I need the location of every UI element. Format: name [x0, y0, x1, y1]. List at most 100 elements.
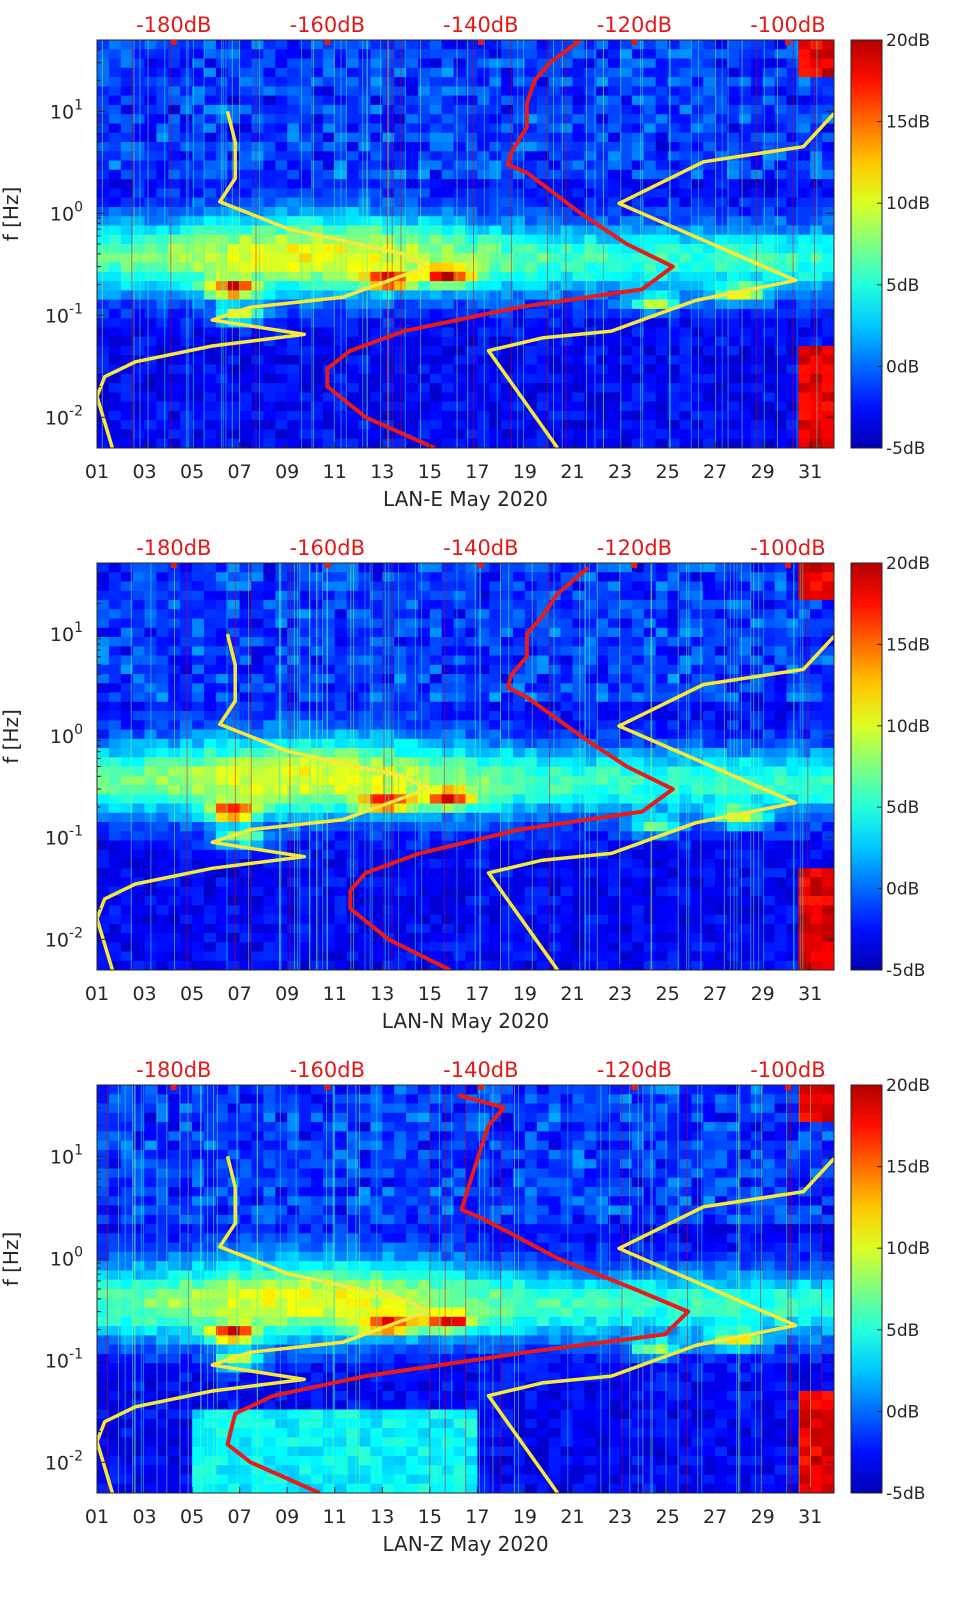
y-tick-label: 100	[50, 199, 83, 225]
x-tick-label: 03	[132, 461, 156, 483]
x-tick-label: 05	[180, 983, 204, 1005]
x-tick-label: 21	[560, 1506, 584, 1528]
colorbar-label: -5dB	[886, 1484, 925, 1504]
colorbar-label: 5dB	[886, 1321, 919, 1341]
x-tick-label: 13	[370, 1506, 394, 1528]
y-axis-title: f [Hz]	[0, 187, 23, 242]
x-tick-label: 05	[180, 461, 204, 483]
x-tick-label: 03	[132, 983, 156, 1005]
x-tick-label: 31	[798, 983, 822, 1005]
y-tick-label: 10-1	[45, 824, 83, 850]
top-axis-label: -100dB	[750, 536, 825, 560]
x-axis-title: LAN-E May 2020	[383, 487, 548, 511]
x-tick-label: 19	[513, 461, 537, 483]
y-axis-title: f [Hz]	[0, 709, 23, 764]
x-tick-label: 15	[418, 983, 442, 1005]
colorbar-label: 0dB	[886, 1402, 919, 1422]
x-tick-label: 29	[751, 983, 775, 1005]
x-tick-label: 01	[85, 1506, 109, 1528]
heatmap-image	[97, 40, 835, 449]
y-tick-label: 100	[50, 1244, 83, 1270]
colorbar	[851, 40, 882, 448]
top-axis-tick	[171, 1085, 177, 1090]
y-tick-label: 10-1	[45, 1346, 83, 1372]
top-axis-tick	[478, 40, 484, 45]
x-tick-label: 09	[275, 1506, 299, 1528]
top-axis-label: -160dB	[290, 1058, 365, 1082]
x-tick-label: 11	[323, 461, 347, 483]
x-tick-label: 25	[655, 1506, 679, 1528]
x-tick-label: 11	[323, 983, 347, 1005]
top-axis-label: -140dB	[443, 13, 518, 37]
colorbar-label: 5dB	[886, 276, 919, 296]
x-tick-label: 23	[608, 983, 632, 1005]
colorbar-label: 10dB	[886, 717, 930, 737]
heatmap-image	[97, 563, 835, 971]
top-axis-tick	[631, 1085, 637, 1090]
x-tick-label: 25	[655, 461, 679, 483]
x-tick-label: 01	[85, 461, 109, 483]
x-tick-label: 21	[560, 983, 584, 1005]
top-axis-label: -100dB	[750, 1058, 825, 1082]
top-axis-tick	[171, 563, 177, 568]
colorbar	[851, 1085, 882, 1493]
top-axis-label: -140dB	[443, 1058, 518, 1082]
x-tick-label: 07	[228, 1506, 252, 1528]
x-tick-label: 13	[370, 461, 394, 483]
x-tick-label: 09	[275, 983, 299, 1005]
x-tick-label: 31	[798, 461, 822, 483]
x-axis-title: LAN-Z May 2020	[382, 1532, 548, 1556]
colorbar-label: 20dB	[886, 554, 930, 574]
colorbar-label: 15dB	[886, 113, 930, 133]
top-axis-label: -120dB	[597, 536, 672, 560]
top-axis-tick	[478, 1085, 484, 1090]
top-axis-tick	[631, 563, 637, 568]
x-tick-label: 13	[370, 983, 394, 1005]
top-axis-label: -120dB	[597, 13, 672, 37]
y-tick-label: 101	[50, 97, 83, 123]
x-tick-label: 11	[323, 1506, 347, 1528]
top-axis-tick	[324, 563, 330, 568]
x-tick-label: 29	[751, 461, 775, 483]
colorbar-label: 15dB	[886, 1158, 930, 1178]
top-axis-label: -180dB	[136, 13, 211, 37]
top-axis-tick	[171, 40, 177, 45]
x-tick-label: 09	[275, 461, 299, 483]
colorbar-label: 0dB	[886, 880, 919, 900]
top-axis-tick	[631, 40, 637, 45]
top-axis-label: -160dB	[290, 13, 365, 37]
x-tick-label: 05	[180, 1506, 204, 1528]
y-tick-label: 101	[50, 1142, 83, 1168]
x-tick-label: 23	[608, 1506, 632, 1528]
x-tick-label: 17	[465, 461, 489, 483]
x-tick-label: 15	[418, 1506, 442, 1528]
y-tick-label: 100	[50, 722, 83, 748]
colorbar-label: 5dB	[886, 798, 919, 818]
x-tick-label: 17	[465, 983, 489, 1005]
top-axis-label: -100dB	[750, 13, 825, 37]
colorbar-label: 0dB	[886, 357, 919, 377]
x-tick-label: 17	[465, 1506, 489, 1528]
colorbar-label: -5dB	[886, 961, 925, 981]
y-tick-label: 101	[50, 620, 83, 646]
colorbar-label: 20dB	[886, 31, 930, 51]
x-tick-label: 27	[703, 983, 727, 1005]
top-axis-tick	[478, 563, 484, 568]
top-axis-label: -160dB	[290, 536, 365, 560]
top-axis-label: -180dB	[136, 536, 211, 560]
x-tick-label: 03	[132, 1506, 156, 1528]
top-axis-tick	[785, 1085, 791, 1090]
x-tick-label: 01	[85, 983, 109, 1005]
y-tick-label: 10-1	[45, 301, 83, 327]
x-tick-label: 07	[228, 983, 252, 1005]
y-tick-label: 10-2	[45, 925, 83, 951]
top-axis-tick	[324, 1085, 330, 1090]
x-tick-label: 07	[228, 461, 252, 483]
x-tick-label: 27	[703, 1506, 727, 1528]
top-axis-tick	[785, 563, 791, 568]
